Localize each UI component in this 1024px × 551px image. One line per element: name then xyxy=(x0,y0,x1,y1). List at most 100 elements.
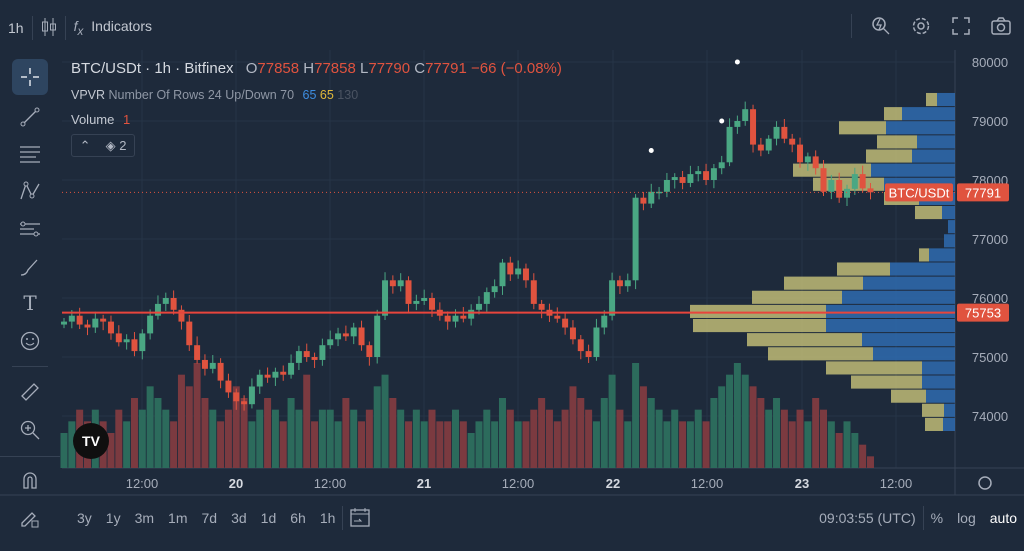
candle-body xyxy=(718,162,725,169)
candle-body xyxy=(382,280,389,316)
emoji-icon[interactable] xyxy=(19,330,41,352)
time-tick-label: 23 xyxy=(795,476,809,491)
range-3m[interactable]: 3m xyxy=(134,510,155,526)
pattern-icon[interactable] xyxy=(19,180,41,202)
symbol-price-tag: BTC/USDt xyxy=(889,185,950,200)
candle-body xyxy=(154,303,161,316)
volume-bar xyxy=(170,421,178,468)
go-to-date-icon[interactable] xyxy=(343,507,377,530)
volume-bar xyxy=(373,386,381,468)
symbol-title[interactable]: BTC/USDt · 1h · Bitfinex xyxy=(71,60,234,77)
range-1m[interactable]: 1m xyxy=(168,510,188,526)
volume-bar xyxy=(68,421,76,468)
high-label: H xyxy=(303,60,315,77)
trendline-icon[interactable] xyxy=(19,106,41,128)
candle-body xyxy=(507,262,514,275)
collapse-indicators-button[interactable]: ⌃ ◈ 2 xyxy=(71,134,135,157)
volume-bar xyxy=(412,409,420,468)
range-1h[interactable]: 1h xyxy=(319,510,336,526)
volume-bar xyxy=(506,409,514,468)
magnet-icon[interactable] xyxy=(19,469,41,491)
vpvr-down-bar xyxy=(690,304,826,318)
volume-bar xyxy=(616,409,624,468)
quick-search-icon[interactable] xyxy=(870,15,892,37)
vpvr-down-bar xyxy=(793,163,871,177)
volume-bar xyxy=(827,421,835,468)
vpvr-legend[interactable]: VPVR Number Of Rows 24 Up/Down 70 65 65 … xyxy=(71,88,358,102)
range-3d[interactable]: 3d xyxy=(231,510,247,526)
last-price-label: 77791 xyxy=(965,185,1001,200)
vpvr-up-bar xyxy=(922,361,955,375)
camera-icon[interactable] xyxy=(990,15,1012,37)
candle-body xyxy=(656,191,663,194)
zoom-in-icon[interactable] xyxy=(19,419,41,441)
volume-bar xyxy=(780,409,788,468)
candle-body xyxy=(648,191,655,204)
candle-body xyxy=(131,339,138,352)
volume-bar xyxy=(726,374,734,468)
candle-body xyxy=(687,174,694,183)
volume-legend[interactable]: Volume 1 xyxy=(71,112,130,127)
log-toggle[interactable]: log xyxy=(957,510,976,526)
range-7d[interactable]: 7d xyxy=(201,510,218,526)
vpvr-down-bar xyxy=(826,361,922,375)
tradingview-logo[interactable]: TV xyxy=(73,423,109,459)
candle-body xyxy=(569,327,576,340)
vpvr-down-bar xyxy=(851,375,922,389)
volume-bar xyxy=(679,421,687,468)
text-icon[interactable]: T xyxy=(23,291,37,315)
range-3y[interactable]: 3y xyxy=(77,510,92,526)
volume-bar xyxy=(350,409,358,468)
axis-settings-icon[interactable] xyxy=(978,476,992,490)
candle-body xyxy=(100,318,107,322)
range-1y[interactable]: 1y xyxy=(105,510,121,526)
volume-bar xyxy=(741,374,749,468)
vpvr-up-bar xyxy=(826,318,955,333)
ruler-icon[interactable] xyxy=(19,381,41,403)
layers-icon: ◈ 2 xyxy=(105,137,127,153)
vpvr-total-value: 130 xyxy=(337,88,359,102)
lock-drawings-icon[interactable] xyxy=(19,507,41,529)
indicators-button[interactable]: fx Indicators xyxy=(66,18,160,38)
clock-time[interactable]: 09:03:55 (UTC) xyxy=(819,510,916,526)
volume-bar xyxy=(843,421,851,468)
candle-body xyxy=(844,188,850,198)
range-6h[interactable]: 6h xyxy=(290,510,306,526)
crosshair-icon[interactable] xyxy=(19,66,41,88)
candle-body xyxy=(499,262,506,287)
vpvr-up-bar xyxy=(948,220,955,234)
gear-icon[interactable] xyxy=(910,15,932,37)
forecast-icon[interactable] xyxy=(19,218,41,240)
candle-body xyxy=(61,321,67,325)
candle-body xyxy=(327,339,334,346)
candle-type-icon[interactable] xyxy=(33,17,65,40)
low-label: L xyxy=(360,60,369,77)
candle-body xyxy=(616,280,623,287)
candle-body xyxy=(311,357,318,360)
percent-toggle[interactable]: % xyxy=(930,510,944,526)
volume-bar xyxy=(718,386,726,468)
fib-icon[interactable] xyxy=(19,143,41,165)
candle-body xyxy=(335,333,342,340)
volume-bar xyxy=(232,386,240,468)
brush-icon[interactable] xyxy=(19,256,41,278)
candle-body xyxy=(170,298,177,310)
vpvr-down-bar xyxy=(925,417,943,431)
last-price-label-bg xyxy=(957,183,1009,202)
candle-body xyxy=(217,362,224,381)
vpvr-up-bar xyxy=(922,375,955,389)
volume-bar xyxy=(287,398,295,468)
volume-bar xyxy=(702,421,710,468)
candle-body xyxy=(804,156,811,163)
candle-body xyxy=(703,171,710,180)
auto-toggle[interactable]: auto xyxy=(989,510,1017,526)
volume-bar xyxy=(538,398,546,468)
interval-button[interactable]: 1h xyxy=(8,20,24,36)
vpvr-down-bar xyxy=(747,333,862,347)
volume-bar xyxy=(663,421,671,468)
fullscreen-icon[interactable] xyxy=(950,15,972,37)
range-1d[interactable]: 1d xyxy=(260,510,277,526)
candle-body xyxy=(201,359,208,369)
vpvr-down-bar xyxy=(922,403,944,417)
